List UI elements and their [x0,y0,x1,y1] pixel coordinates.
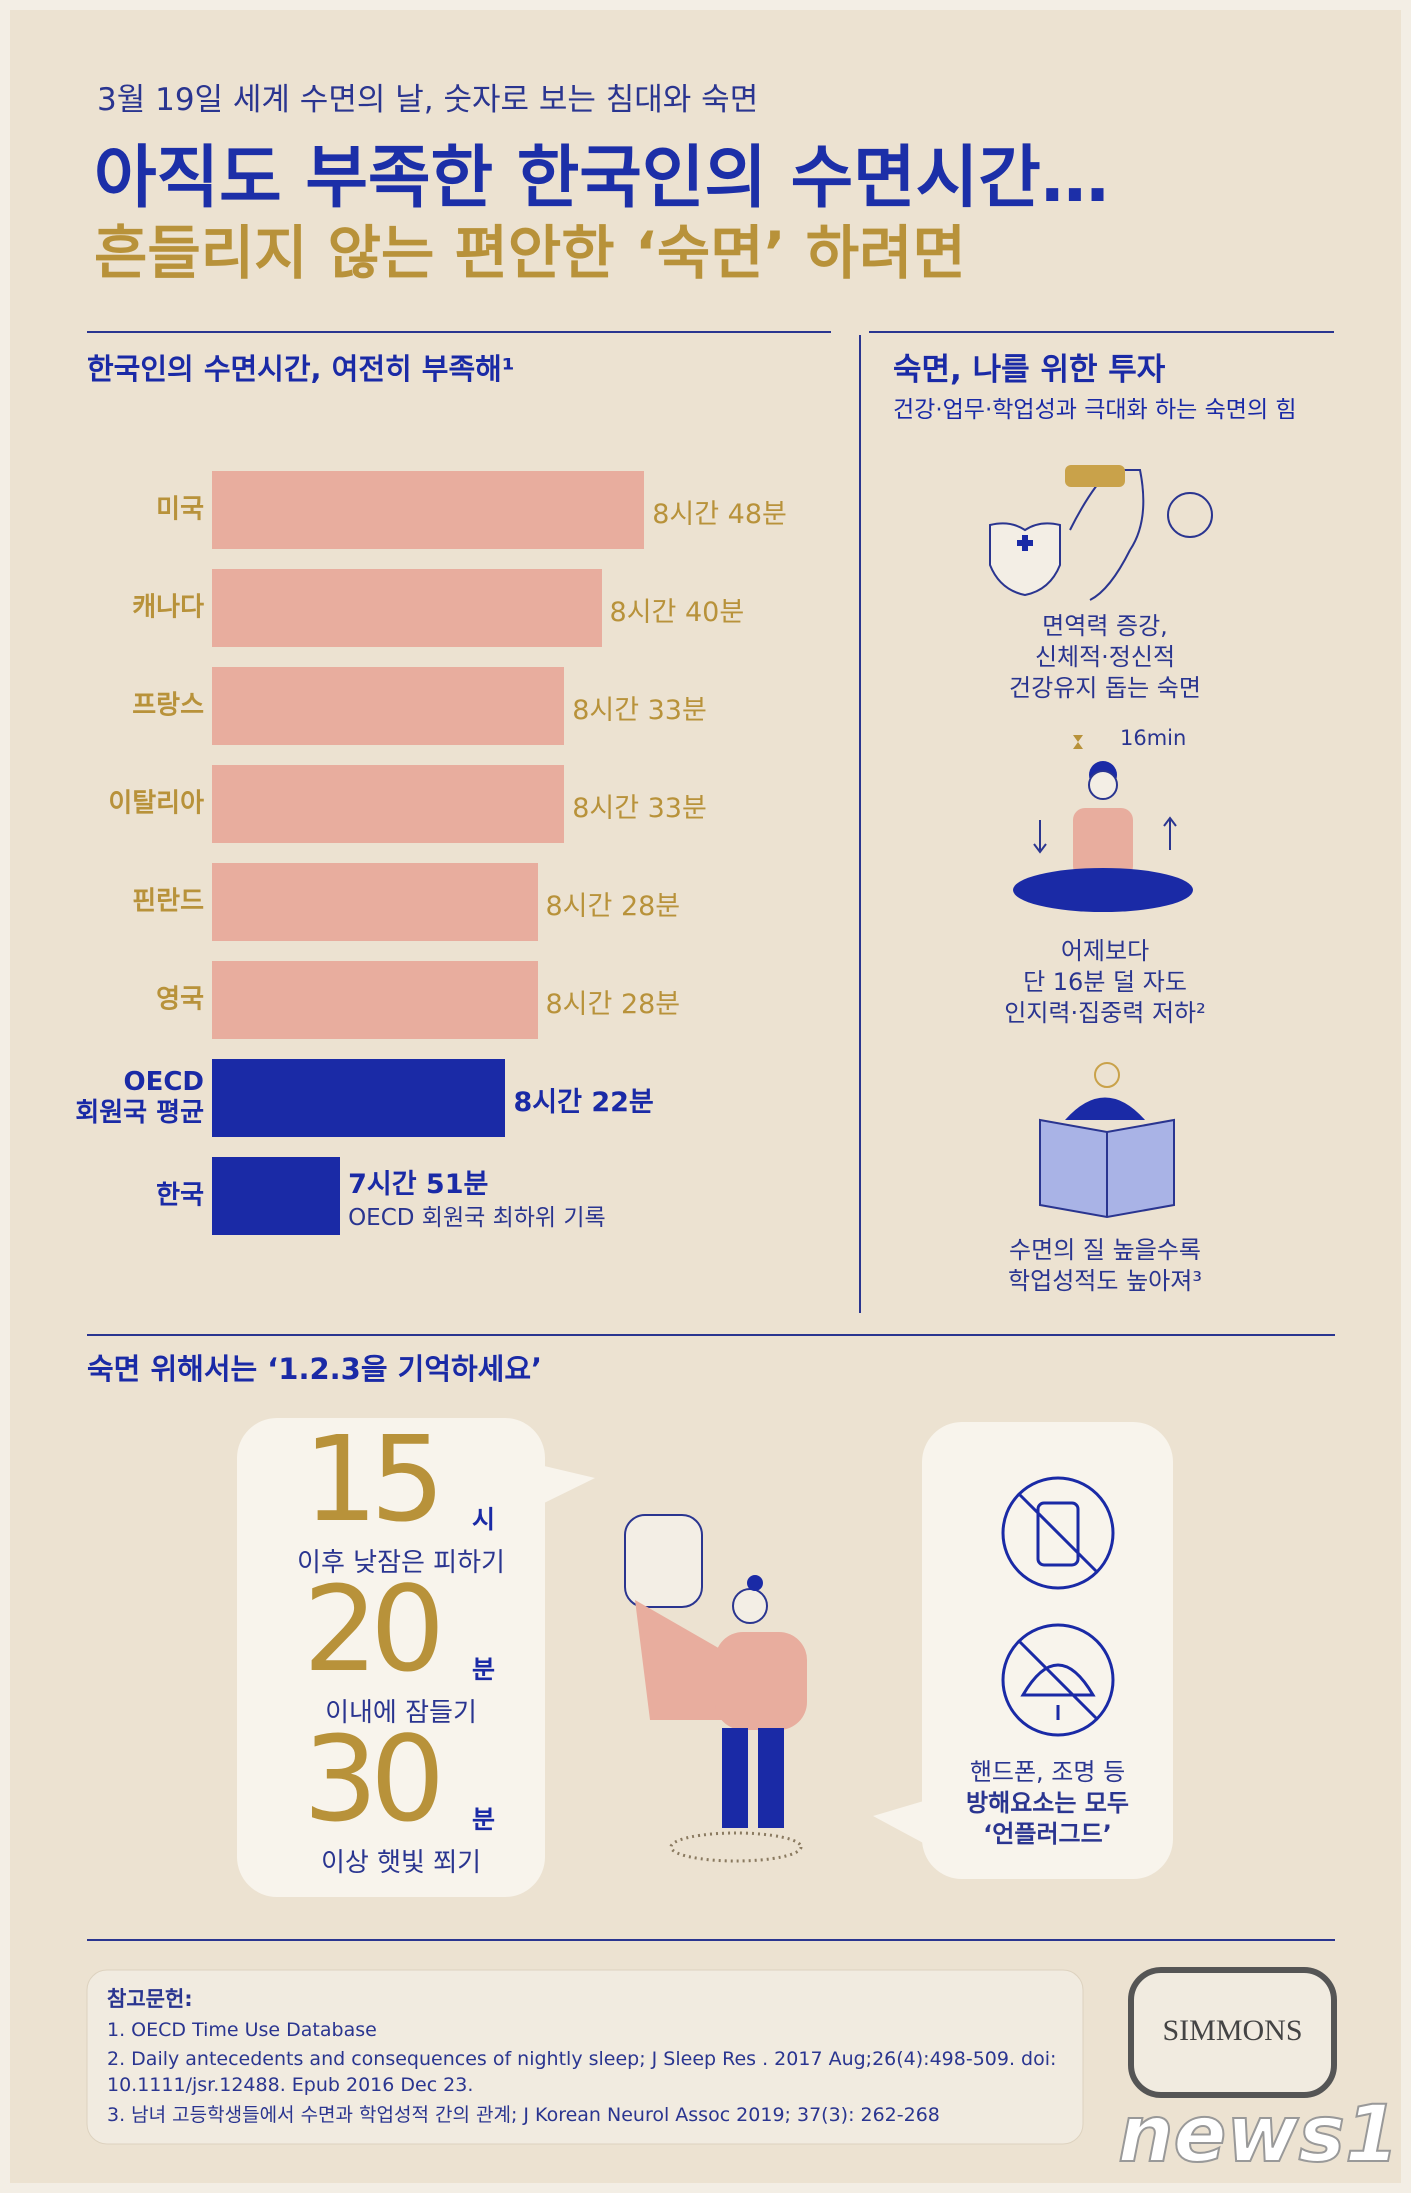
rule [869,331,1334,333]
benefit-text: 인지력·집중력 저하² [1004,999,1206,1027]
dumbbell [1065,465,1125,487]
tip-number: 30 [303,1710,445,1848]
rule [87,1939,1335,1941]
benefit-text: 면역력 증강, [1042,612,1168,640]
tip-text: 이후 낮잠은 피하기 [297,1548,505,1578]
rule [87,331,831,333]
logo: SIMMONS [1162,2014,1303,2047]
bun [747,1575,763,1591]
category-label: 프랑스 [132,690,204,721]
body [715,1632,807,1730]
arm [635,1600,730,1720]
rule [859,335,861,1313]
value-label: 7시간 51분 [348,1169,489,1200]
head [732,1588,768,1624]
benefit-text: 건강유지 돕는 숙면 [1009,674,1201,702]
references-title: 참고문헌: [107,1987,193,2011]
chart-title: 한국인의 수면시간, 여전히 부족해¹ [87,352,515,386]
hourglass [1073,735,1083,749]
torso [1073,808,1133,878]
shadow [669,1831,803,1863]
tip-number: 20 [303,1560,445,1698]
category-label: 미국 [156,494,204,525]
cross [1022,535,1028,551]
bubble-left [237,1418,545,1897]
category-label: 한국 [156,1180,204,1211]
section-title: 숙면, 나를 위한 투자 [893,352,1166,388]
benefit-text: 수면의 질 높을수록 [1009,1236,1201,1264]
legs [1013,868,1193,912]
tip-number: 15 [303,1410,445,1548]
bubble-tail [540,1465,595,1505]
hand [624,1514,703,1608]
bar [212,765,565,843]
benefit-text: 어제보다 [1060,937,1150,965]
tip-unit: 분 [472,1655,496,1684]
category-label: 캐나다 [132,592,204,623]
time-label: 16min [1120,726,1187,750]
title: 아직도 부족한 한국인의 수면시간… [94,139,1109,218]
section-title: 숙면 위해서는 ‘1.2.3을 기억하세요’ [87,1352,543,1386]
bubble-right [922,1422,1173,1879]
bar [212,471,645,549]
bubble-tail [873,1800,927,1845]
reference: 3. 남녀 고등학생들에서 수면과 학업성적 간의 관계; J Korean N… [107,2104,940,2126]
bar [212,667,565,745]
bar [212,961,538,1039]
tip-unit: 분 [472,1805,496,1834]
reference: 1. OECD Time Use Database [107,2019,377,2041]
tip-unit: 시 [472,1505,496,1534]
tip-text: 이내에 잠들기 [325,1698,477,1728]
references-box [86,1969,1084,2145]
section-subtitle: 건강·업무·학업성과 극대화 하는 숙면의 힘 [893,397,1297,423]
face [1088,770,1118,800]
logo-badge [1128,1967,1337,2098]
benefit-text: 단 16분 덜 자도 [1023,968,1187,996]
reference: 2. Daily antecedents and consequences of… [107,2048,1057,2096]
value-label: 8시간 48분 [652,499,787,530]
value-label: 8시간 40분 [609,597,745,628]
leg [758,1728,784,1828]
category-label: OECD 회원국 평균 [75,1066,204,1128]
kicker: 3월 19일 세계 수면의 날, 숫자로 보는 침대와 숙면 [97,82,759,118]
leg [722,1728,748,1828]
arrows [1033,816,1177,854]
unplug-text: 방해요소는 모두 [966,1789,1129,1817]
annotation: OECD 회원국 최하위 기록 [348,1205,606,1231]
bar [212,569,602,647]
benefit-text: 학업성적도 높아져³ [1008,1267,1202,1295]
rule [87,1334,1335,1336]
category-label: 영국 [156,984,204,1015]
tip-text: 이상 햇빛 쬐기 [320,1848,482,1878]
subtitle: 흔들리지 않는 편안한 ‘숙면’ 하려면 [94,219,966,287]
bar [212,863,538,941]
watermark: news1 [1117,2089,1400,2181]
no-phone-icon [1001,1476,1115,1737]
hair [1065,1097,1145,1120]
bar [212,1059,506,1137]
value-label: 8시간 28분 [545,891,681,922]
bulb [1094,1062,1120,1088]
value-label: 8시간 33분 [572,793,707,824]
bar [212,1157,341,1235]
health-icon [989,469,1213,601]
value-label: 8시간 33분 [572,695,707,726]
value-label: 8시간 28분 [545,989,681,1020]
category-label: 핀란드 [132,886,204,917]
value-label: 8시간 22분 [513,1087,654,1118]
unplug-text: 핸드폰, 조명 등 [969,1758,1126,1786]
unplug-text: ‘언플러그드’ [983,1820,1112,1848]
illustrations [86,465,1337,2145]
benefit-text: 신체적·정신적 [1034,643,1176,671]
category-label: 이탈리아 [108,788,204,819]
